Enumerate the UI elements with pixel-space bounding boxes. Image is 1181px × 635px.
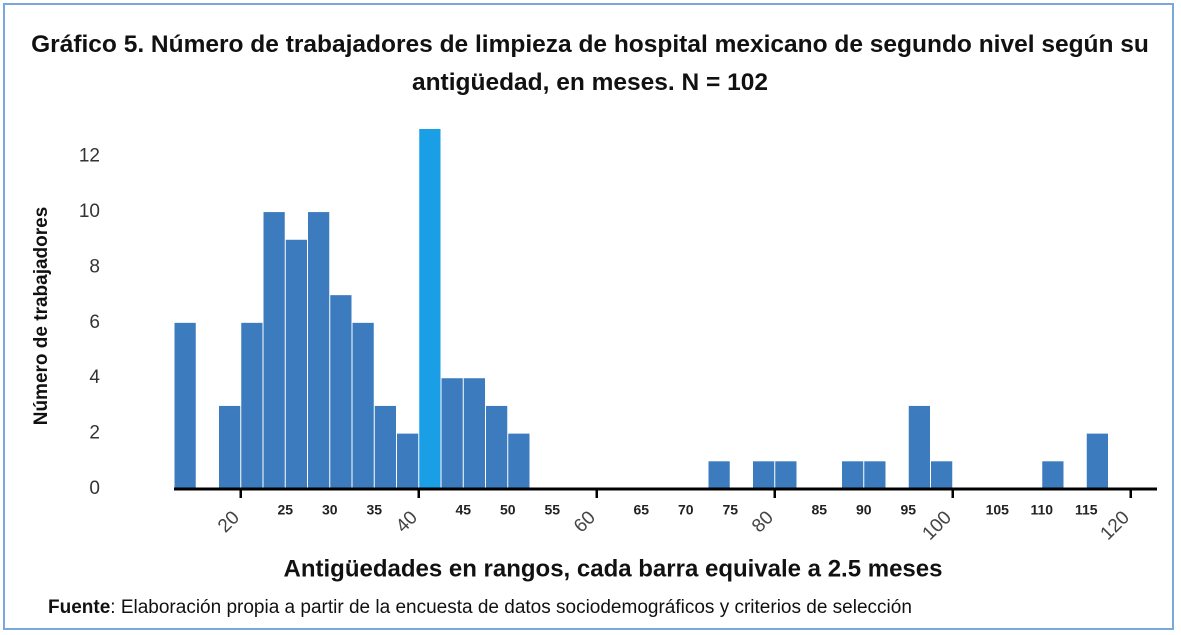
y-tick-label: 2	[89, 423, 100, 444]
x-minor-label: 25	[277, 502, 293, 518]
bar	[908, 405, 930, 489]
chart-title: Gráfico 5. Número de trabajadores de lim…	[31, 31, 1149, 96]
y-tick-label: 0	[89, 478, 100, 499]
bar	[708, 461, 730, 489]
bar	[1042, 461, 1064, 489]
x-minor-label: 110	[1030, 502, 1053, 518]
bar	[486, 405, 508, 489]
bar	[419, 129, 441, 489]
source-text: : Elaboración propia a partir de la encu…	[110, 597, 912, 618]
x-minor-label: 90	[856, 502, 872, 518]
x-minor-label: 95	[900, 502, 916, 518]
bar	[441, 378, 463, 489]
bar	[374, 405, 396, 489]
bar	[864, 461, 886, 489]
bar	[263, 212, 285, 490]
x-minor-label: 35	[366, 502, 382, 518]
y-tick-label: 6	[89, 312, 100, 333]
x-tick-label: 100	[919, 507, 956, 544]
x-tick-label: 120	[1097, 507, 1134, 544]
x-tick-label: 80	[748, 507, 778, 537]
bar	[508, 433, 530, 489]
y-tick-label: 10	[79, 201, 100, 222]
y-tick-label: 12	[79, 146, 100, 167]
frame	[3, 3, 1174, 630]
bar	[241, 322, 263, 489]
bar	[352, 322, 374, 489]
x-minor-label: 50	[500, 502, 516, 518]
x-minor-label: 45	[455, 502, 471, 518]
bar	[931, 461, 953, 489]
bar	[219, 405, 241, 489]
bar	[775, 461, 797, 489]
x-minor-label: 75	[722, 502, 738, 518]
x-minor-label: 105	[986, 502, 1010, 518]
x-tick-label: 20	[214, 507, 244, 537]
x-minor-label: 115	[1075, 502, 1098, 518]
bar	[285, 239, 307, 489]
x-minor-label: 65	[633, 502, 649, 518]
bar	[308, 212, 330, 490]
bar	[1086, 433, 1108, 489]
y-axis-label: Número de trabajadores	[31, 207, 52, 426]
x-minor-label: 70	[678, 502, 694, 518]
x-minor-label: 55	[544, 502, 560, 518]
x-minor-label: 85	[811, 502, 827, 518]
bar	[397, 433, 419, 489]
y-tick-label: 4	[89, 367, 100, 388]
x-axis-label: Antigüedades en rangos, cada barra equiv…	[284, 555, 943, 582]
x-tick-label: 60	[570, 507, 600, 537]
x-tick-label: 40	[392, 507, 422, 537]
y-tick-label: 8	[89, 256, 100, 277]
x-minor-label: 30	[322, 502, 338, 518]
bar	[330, 295, 352, 489]
bar	[753, 461, 775, 489]
bar	[463, 378, 485, 489]
source-label: Fuente	[48, 597, 111, 618]
source-note: Fuente: Elaboración propia a partir de l…	[48, 597, 912, 619]
bar	[174, 322, 196, 489]
bar	[842, 461, 864, 489]
